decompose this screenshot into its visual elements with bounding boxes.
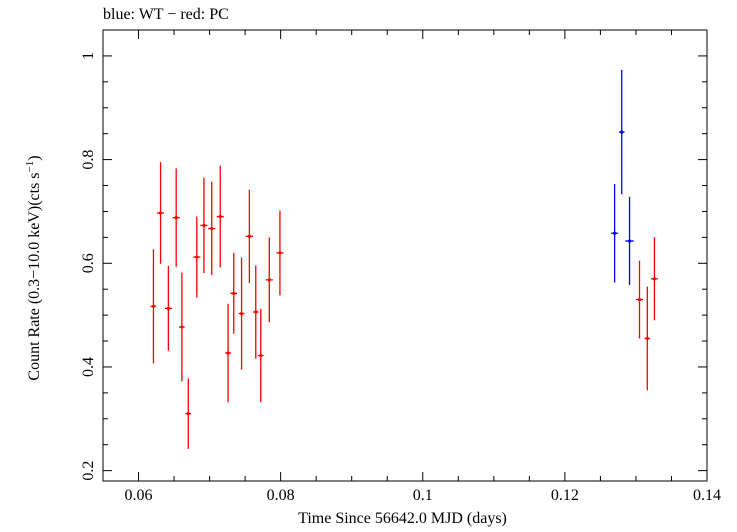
point-marker [627, 239, 632, 243]
data-point-pc [245, 189, 253, 283]
data-point-pc [216, 165, 224, 268]
data-point-pc [635, 260, 644, 339]
y-axis-label-exponent: −1 [23, 160, 36, 173]
point-marker [247, 234, 251, 238]
data-point-pc [179, 272, 185, 382]
data-point-pc [200, 177, 208, 274]
series-pc [150, 162, 658, 449]
data-point-pc [276, 210, 284, 296]
y-tick-label: 0.2 [80, 461, 97, 481]
point-marker [158, 211, 163, 215]
y-tick-label: 0.6 [80, 253, 97, 273]
data-point-pc [252, 265, 259, 359]
axis-tick-labels: 0.06 0.08 0.1 0.12 0.14 0.2 0.4 0.6 0.8 1 [80, 52, 721, 504]
point-marker [239, 311, 244, 316]
data-points [150, 69, 658, 449]
data-point-pc [208, 181, 216, 276]
data-point-pc [230, 252, 238, 334]
data-point-pc [225, 303, 231, 403]
x-tick-label: 0.08 [267, 487, 295, 504]
point-marker [202, 223, 206, 228]
point-marker [259, 353, 263, 358]
data-point-pc [193, 216, 201, 298]
data-point-pc [185, 378, 192, 449]
point-marker [278, 251, 282, 255]
y-tick-label: 0.8 [80, 150, 97, 170]
x-tick-label: 0.12 [551, 487, 579, 504]
point-marker [180, 325, 184, 329]
y-tick-label: 1 [80, 52, 97, 60]
point-marker [267, 278, 271, 282]
series-wt [611, 69, 634, 286]
data-point-pc [265, 237, 273, 323]
point-marker [613, 231, 617, 235]
axis-ticks [102, 29, 708, 481]
y-axis-label-main: Count Rate (0.3−10.0 keV)(cts s [26, 172, 44, 381]
y-tick-label: 0.4 [80, 357, 97, 377]
point-marker [151, 304, 156, 308]
point-marker [186, 412, 190, 416]
point-marker [652, 277, 657, 281]
data-point-wt [611, 183, 619, 283]
data-point-pc [164, 265, 172, 351]
point-marker [210, 226, 214, 231]
chart-title: blue: WT − red: PC [103, 6, 229, 23]
data-point-pc [150, 249, 157, 364]
y-axis-label-end: ) [26, 155, 44, 161]
point-marker [645, 336, 649, 341]
point-marker [232, 291, 236, 295]
x-tick-label: 0.06 [125, 487, 153, 504]
data-point-wt [625, 196, 634, 286]
x-tick-label: 0.1 [413, 487, 433, 504]
point-marker [166, 306, 170, 310]
point-marker [195, 255, 199, 259]
data-point-pc [650, 237, 658, 321]
x-axis-label: Time Since 56642.0 MJD (days) [298, 510, 507, 527]
plot-frame [102, 29, 708, 482]
y-axis-label: Count Rate (0.3−10.0 keV)(cts s−1) [24, 155, 44, 380]
x-tick-label: 0.14 [693, 487, 721, 504]
point-marker [637, 297, 642, 302]
data-point-pc [644, 286, 651, 391]
point-marker [218, 215, 222, 219]
data-point-pc [157, 162, 165, 264]
data-point-pc [257, 308, 264, 403]
data-point-wt [618, 69, 625, 195]
point-marker [620, 130, 624, 134]
data-point-pc [238, 257, 245, 370]
point-marker [226, 351, 230, 355]
point-marker [254, 310, 258, 314]
point-marker [174, 216, 178, 220]
data-point-pc [172, 168, 180, 267]
